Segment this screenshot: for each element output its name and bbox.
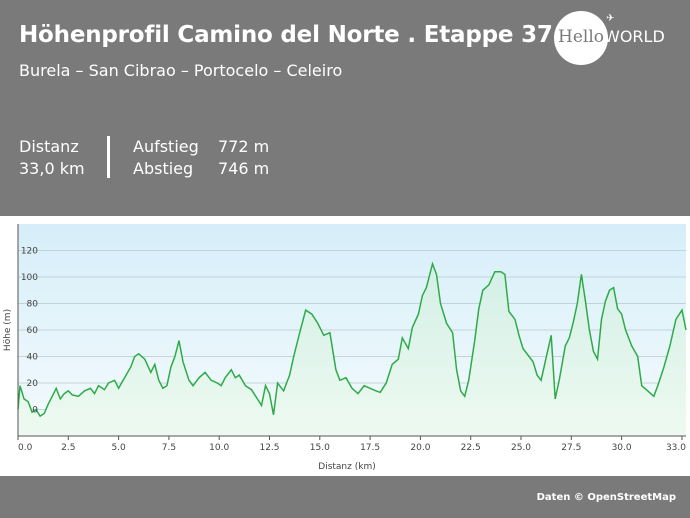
y-tick-label: 80 [27,300,39,310]
x-tick-label: 7.5 [162,443,176,453]
page-title: Höhenprofil Camino del Norte . Etappe 37 [19,22,553,48]
ascent-label: Aufstieg [133,137,199,156]
x-tick-label: 5.0 [111,443,126,453]
ascent-descent-labels: Aufstieg Abstieg [133,136,199,180]
header: Höhenprofil Camino del Norte . Etappe 37… [0,0,690,216]
logo-text: HelloWORLD [558,27,665,47]
x-tick-label: 20.0 [410,443,430,453]
logo-text-world: WORLD [604,27,665,46]
x-tick-label: 10.0 [209,443,229,453]
helloworld-logo[interactable]: HelloWORLD ✈ [554,11,678,65]
y-tick-label: 20 [27,379,39,389]
elevation-area [18,263,686,436]
y-tick-label: 0 [32,406,38,416]
x-axis-title: Distanz (km) [318,462,375,472]
distance-value: 33,0 km [19,159,85,178]
x-tick-label: 27.5 [561,443,581,453]
distance-stat: Distanz 33,0 km [19,136,85,180]
descent-value: 746 m [218,159,270,178]
x-tick-label: 22.5 [461,443,481,453]
stats-divider [107,136,110,178]
ascent-descent-values: 772 m 746 m [218,136,269,180]
y-axis-title: Höhe (m) [3,309,13,351]
bird-icon: ✈ [606,13,615,24]
y-tick-label: 100 [21,273,38,283]
descent-label: Abstieg [133,159,194,178]
distance-label: Distanz [19,137,79,156]
x-tick-label: 0.0 [18,443,33,453]
logo-text-hello: Hello [558,27,604,47]
elevation-chart: 0.0 2.5 5.0 7.5 10.0 12.5 15.0 17.5 20.0 22.5 25.0… [0,216,690,476]
ascent-value: 772 m [218,137,270,156]
y-tick-label: 40 [27,353,39,363]
y-tick-label: 120 [21,247,38,257]
x-tick-label: 2.5 [61,443,75,453]
logo-circle [554,11,608,65]
route-subtitle: Burela – San Cibrao – Portocelo – Celeir… [19,61,343,80]
x-tick-label: 25.0 [511,443,531,453]
x-tick-label: 12.5 [259,443,279,453]
x-tick-label: 17.5 [360,443,380,453]
x-tick-label: 15.0 [310,443,330,453]
data-credit: Daten © OpenStreetMap [536,492,676,503]
x-tick-label: 30.0 [612,443,632,453]
elevation-chart-svg: 0.0 2.5 5.0 7.5 10.0 12.5 15.0 17.5 20.0 22.5 25.0… [3,224,687,472]
x-tick-label: 33.0 [666,443,686,453]
elevation-line [17,261,687,418]
y-tick-label: 60 [27,326,39,336]
